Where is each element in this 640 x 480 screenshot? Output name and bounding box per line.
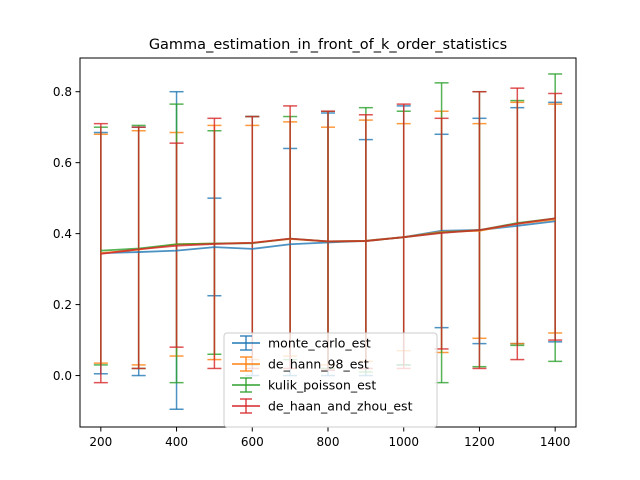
- y-tick-label: 0.2: [53, 298, 72, 312]
- legend-entry-monte_carlo_est: monte_carlo_est: [232, 335, 371, 351]
- x-tick-label: 400: [165, 435, 188, 449]
- legend-entry-kulik_poisson_est: kulik_poisson_est: [232, 377, 376, 393]
- legend-box: [223, 332, 438, 428]
- y-tick-label: 0.6: [53, 156, 72, 170]
- legend: monte_carlo_est de_hann_98_est kulik_poiss…: [223, 332, 438, 428]
- legend-label: kulik_poisson_est: [268, 378, 376, 393]
- legend-entry-de_haan_and_zhou_est: de_haan_and_zhou_est: [232, 398, 413, 414]
- series-lines-layer: [100, 217, 556, 255]
- x-tick-label: 200: [89, 435, 112, 449]
- x-tick-label: 800: [317, 435, 340, 449]
- axes: 200 400 600 800 1000 1200 1400 0.0 0.2 0.4 0.6 0.8: [53, 57, 577, 449]
- y-tick-label: 0.4: [53, 227, 72, 241]
- series-line-de_haan_and_zhou_est: [100, 217, 556, 255]
- y-tick-label: 0.8: [53, 85, 72, 99]
- x-tick-label: 1400: [540, 435, 571, 449]
- x-tick-label: 1200: [464, 435, 495, 449]
- x-tick-label: 600: [241, 435, 264, 449]
- legend-label: de_haan_and_zhou_est: [268, 399, 413, 414]
- chart-title: Gamma_estimation_in_front_of_k_order_sta…: [149, 37, 507, 53]
- legend-entry-de_hann_98_est: de_hann_98_est: [232, 356, 369, 372]
- y-tick-label: 0.0: [53, 369, 72, 383]
- legend-label: de_hann_98_est: [268, 357, 369, 372]
- x-tick-label: 1000: [388, 435, 419, 449]
- legend-label: monte_carlo_est: [268, 336, 371, 351]
